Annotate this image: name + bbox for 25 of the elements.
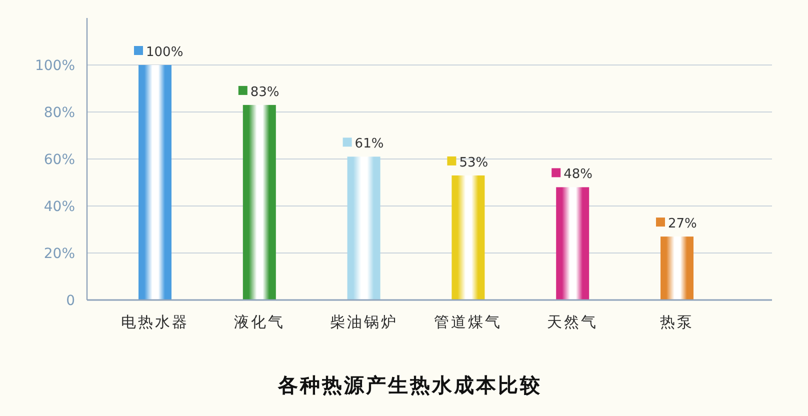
bar bbox=[138, 65, 172, 300]
text: 各种热源产生热水成本比较 bbox=[277, 373, 542, 397]
y-tick-label: 0 bbox=[66, 292, 75, 309]
x-tick-label: 液化气 bbox=[234, 313, 285, 331]
bar bbox=[660, 236, 694, 300]
y-tick-label: 40% bbox=[44, 198, 75, 215]
bar bbox=[347, 156, 380, 300]
y-tick-label: 60% bbox=[44, 152, 75, 168]
x-tick-label: 管道煤气 bbox=[434, 313, 502, 331]
data-label: 27% bbox=[668, 216, 697, 232]
y-tick-label: 20% bbox=[44, 246, 75, 262]
data-label: 48% bbox=[564, 167, 593, 182]
data-label: 61% bbox=[354, 136, 384, 152]
data-label: 83% bbox=[250, 84, 280, 100]
x-tick-label: 柴油锅炉 bbox=[330, 313, 398, 331]
x-tick-label: 电热水器 bbox=[121, 313, 189, 331]
y-tick-label: 100% bbox=[34, 58, 75, 74]
x-tick-label: 天然气 bbox=[547, 313, 598, 331]
x-tick-label: 热泵 bbox=[660, 313, 694, 331]
data-label: 53% bbox=[459, 155, 488, 170]
bar bbox=[452, 175, 485, 300]
y-tick-label: 80% bbox=[44, 104, 75, 121]
bar bbox=[556, 187, 590, 300]
bar bbox=[242, 104, 276, 300]
data-label: 100% bbox=[146, 45, 184, 60]
